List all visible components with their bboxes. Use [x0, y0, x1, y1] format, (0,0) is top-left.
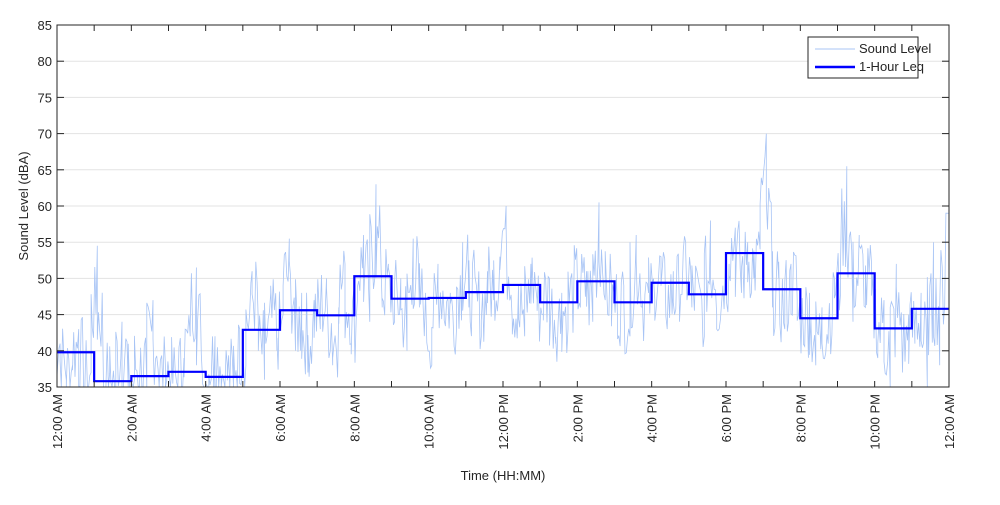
x-tick-label: 4:00 AM [199, 394, 214, 442]
y-tick-label: 40 [38, 344, 52, 359]
x-tick-label: 12:00 PM [496, 394, 511, 450]
y-tick-label: 35 [38, 380, 52, 395]
x-tick-label: 10:00 AM [422, 394, 437, 449]
legend: Sound Level 1-Hour Leq [807, 36, 931, 79]
x-tick-label: 2:00 PM [570, 394, 585, 442]
x-tick-label: 8:00 PM [793, 394, 808, 442]
y-tick-label: 85 [38, 18, 52, 33]
y-tick-label: 45 [38, 308, 52, 323]
y-tick-label: 55 [38, 235, 52, 250]
x-tick-label: 2:00 AM [124, 394, 139, 442]
x-tick-label: 6:00 AM [273, 394, 288, 442]
x-axis-label: Time (HH:MM) [461, 468, 546, 483]
y-tick-label: 65 [38, 163, 52, 178]
x-tick-label: 10:00 PM [868, 394, 883, 450]
legend-leq-label: 1-Hour Leq [859, 59, 924, 74]
x-tick-label: 8:00 AM [347, 394, 362, 442]
x-tick-label: 12:00 AM [50, 394, 65, 449]
y-tick-label: 75 [38, 90, 52, 105]
y-tick-label: 50 [38, 271, 52, 286]
y-tick-label: 80 [38, 54, 52, 69]
legend-sound-level-label: Sound Level [859, 41, 931, 56]
x-tick-label: 4:00 PM [645, 394, 660, 442]
sound-level-line [56, 133, 950, 389]
leq-step-line [57, 251, 949, 383]
x-tick-label: 12:00 AM [942, 394, 957, 449]
y-axis-label: Sound Level (dBA) [16, 151, 31, 260]
legend-box [807, 36, 919, 79]
y-tick-label: 60 [38, 199, 52, 214]
x-tick-label: 6:00 PM [719, 394, 734, 442]
y-tick-label: 70 [38, 127, 52, 142]
